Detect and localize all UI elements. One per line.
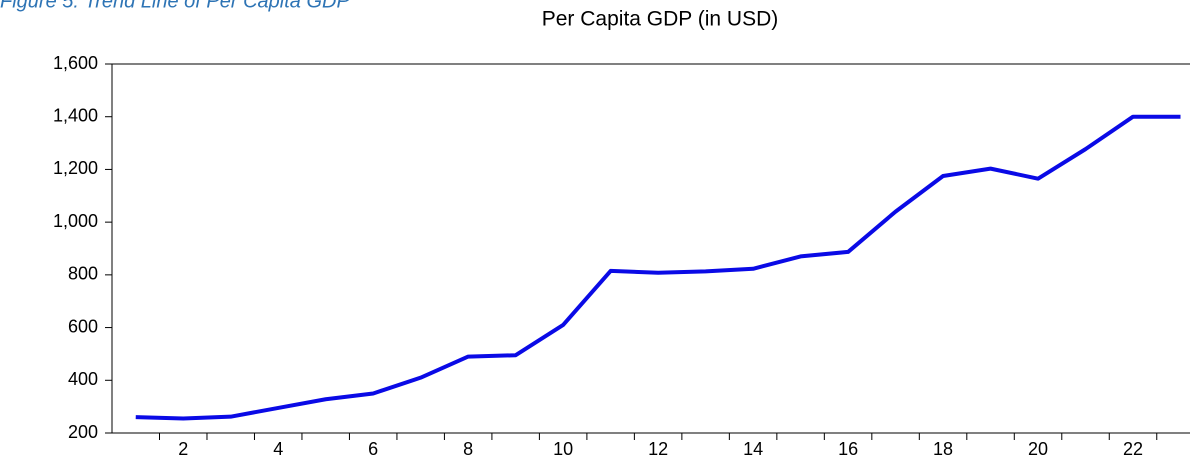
y-tick-label: 600 [68, 316, 98, 336]
data-line [135, 114, 1181, 421]
x-tick-label: 18 [933, 439, 953, 459]
x-tick-label: 20 [1028, 439, 1048, 459]
figure-caption: Figure 5: Trend Line of Per Capita GDP [0, 0, 350, 12]
x-tick-label: 16 [838, 439, 858, 459]
y-tick-label: 200 [68, 422, 98, 442]
x-tick-label: 10 [553, 439, 573, 459]
x-tick-label: 12 [648, 439, 668, 459]
y-tick-label: 1,000 [53, 211, 98, 231]
y-tick-label: 400 [68, 369, 98, 389]
x-tick-label: 2 [178, 439, 188, 459]
y-tick-label: 800 [68, 264, 98, 284]
x-tick-label: 14 [743, 439, 763, 459]
chart-title: Per Capita GDP (in USD) [542, 8, 779, 31]
y-tick-label: 1,600 [53, 53, 98, 73]
x-tick-label: 22 [1123, 439, 1143, 459]
x-tick-label: 4 [273, 439, 283, 459]
x-tick-label: 6 [368, 439, 378, 459]
x-tick-label: 8 [463, 439, 473, 459]
y-tick-label: 1,400 [53, 105, 98, 125]
y-tick-label: 1,200 [53, 158, 98, 178]
